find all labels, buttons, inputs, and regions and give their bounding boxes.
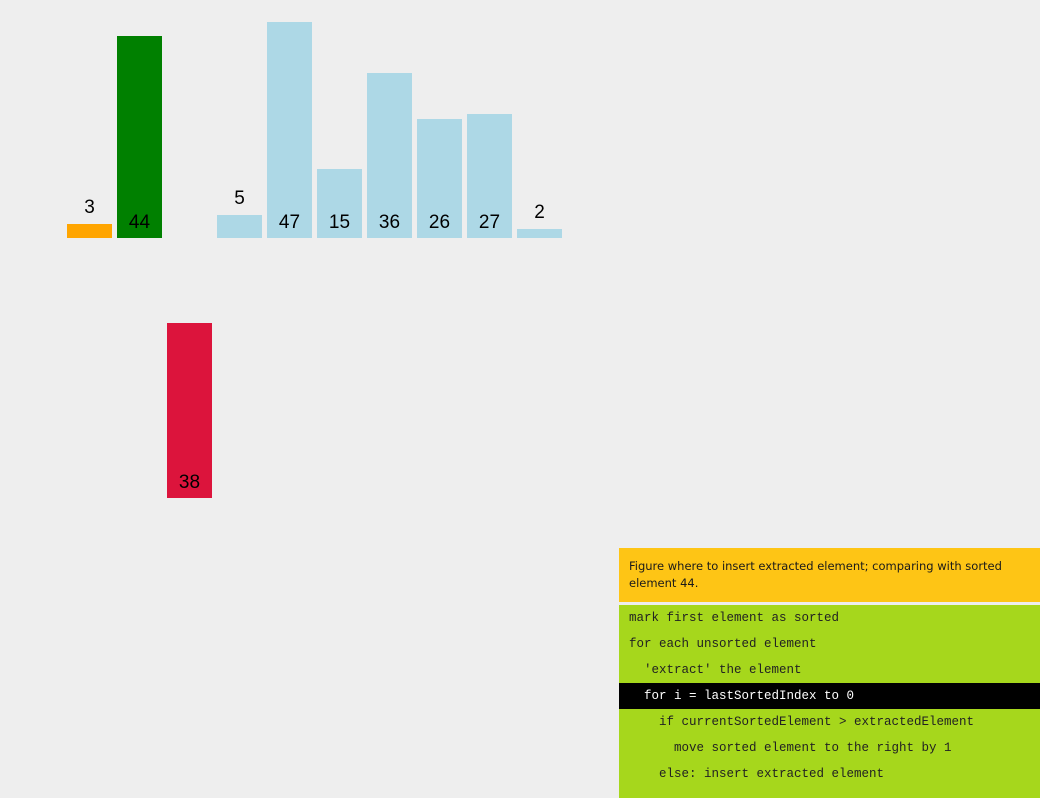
bar-value-label: 44 (128, 212, 151, 233)
status-message: Figure where to insert extracted element… (619, 548, 1040, 602)
bar-value-label: 36 (378, 212, 401, 233)
comparing-bar (117, 36, 162, 238)
bar-value-label: 3 (84, 197, 95, 218)
unsorted-bar (317, 169, 362, 238)
code-line: 'extract' the element (629, 663, 802, 677)
bar-value-label: 15 (328, 212, 351, 233)
bar-value-label: 27 (478, 212, 501, 233)
bar-value-label: 2 (534, 202, 545, 223)
bar-value-label: 38 (178, 472, 201, 493)
sorted-bar (67, 224, 112, 238)
bar-value-label: 47 (278, 212, 301, 233)
pseudocode-panel: mark first element as sorted for each uns… (619, 605, 1040, 798)
unsorted-bar (467, 114, 512, 238)
extracted-bar (167, 323, 212, 498)
code-line-active: for i = lastSortedIndex to 0 (619, 683, 1040, 709)
array-visualization: 3 44 5 47 15 36 26 27 2 38 (0, 0, 600, 520)
code-line: if currentSortedElement > extractedEleme… (629, 715, 975, 729)
unsorted-bar (417, 119, 462, 238)
status-text: Figure where to insert extracted element… (629, 559, 1002, 590)
unsorted-bar (517, 229, 562, 238)
unsorted-bar (367, 73, 412, 238)
unsorted-bar (217, 215, 262, 238)
unsorted-bar (267, 22, 312, 238)
code-line: else: insert extracted element (629, 767, 885, 781)
bar-value-label: 26 (428, 212, 451, 233)
code-line: for each unsorted element (629, 637, 817, 651)
bar-value-label: 5 (234, 188, 245, 209)
code-line: move sorted element to the right by 1 (629, 741, 952, 755)
code-line: mark first element as sorted (629, 611, 840, 625)
